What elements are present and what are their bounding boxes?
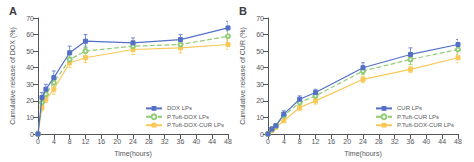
svg-text:0: 0 (266, 138, 270, 145)
svg-text:0: 0 (30, 131, 34, 138)
svg-text:60: 60 (256, 31, 264, 38)
svg-text:48: 48 (224, 138, 232, 145)
svg-text:32: 32 (391, 138, 399, 145)
svg-text:70: 70 (26, 15, 34, 22)
svg-text:20: 20 (256, 97, 264, 104)
svg-text:40: 40 (192, 138, 200, 145)
svg-text:40: 40 (26, 64, 34, 71)
svg-text:20: 20 (343, 138, 351, 145)
svg-text:16: 16 (327, 138, 335, 145)
svg-text:10: 10 (256, 114, 264, 121)
svg-text:30: 30 (26, 81, 34, 88)
svg-text:32: 32 (161, 138, 169, 145)
svg-text:50: 50 (256, 48, 264, 55)
svg-text:A: A (9, 5, 17, 17)
svg-text:CUR LPs: CUR LPs (397, 105, 422, 111)
svg-text:0: 0 (36, 138, 40, 145)
svg-text:70: 70 (256, 15, 264, 22)
svg-text:4: 4 (282, 138, 286, 145)
svg-text:24: 24 (359, 138, 367, 145)
svg-text:40: 40 (422, 138, 430, 145)
svg-text:P.Tuft-DOX LPs: P.Tuft-DOX LPs (167, 114, 209, 120)
svg-text:12: 12 (312, 138, 320, 145)
svg-text:44: 44 (208, 138, 216, 145)
svg-text:48: 48 (454, 138, 462, 145)
svg-text:20: 20 (26, 97, 34, 104)
svg-text:8: 8 (298, 138, 302, 145)
svg-text:44: 44 (438, 138, 446, 145)
svg-text:30: 30 (256, 81, 264, 88)
svg-text:Cumulative release of DOX (%): Cumulative release of DOX (%) (9, 27, 17, 125)
svg-text:P.Tuft-DOX-CUR LPs: P.Tuft-DOX-CUR LPs (167, 122, 224, 128)
svg-text:24: 24 (129, 138, 137, 145)
svg-text:P.Tuft-DOX-CUR LPs: P.Tuft-DOX-CUR LPs (397, 122, 454, 128)
svg-text:Cumulative release of CUR (%): Cumulative release of CUR (%) (239, 27, 247, 125)
svg-text:50: 50 (26, 48, 34, 55)
svg-text:16: 16 (97, 138, 105, 145)
svg-text:P.Tuft-CUR LPs: P.Tuft-CUR LPs (397, 114, 439, 120)
svg-text:10: 10 (26, 114, 34, 121)
svg-text:40: 40 (256, 64, 264, 71)
svg-text:B: B (239, 5, 247, 17)
svg-text:20: 20 (113, 138, 121, 145)
svg-text:28: 28 (145, 138, 153, 145)
svg-text:8: 8 (68, 138, 72, 145)
svg-text:12: 12 (82, 138, 90, 145)
svg-text:60: 60 (26, 31, 34, 38)
svg-text:Time(hours): Time(hours) (114, 150, 151, 158)
svg-text:36: 36 (177, 138, 185, 145)
svg-text:DOX LPs: DOX LPs (167, 105, 192, 111)
svg-text:Time(hours): Time(hours) (344, 150, 381, 158)
svg-text:0: 0 (260, 131, 264, 138)
svg-text:36: 36 (407, 138, 415, 145)
svg-text:4: 4 (52, 138, 56, 145)
svg-text:28: 28 (375, 138, 383, 145)
